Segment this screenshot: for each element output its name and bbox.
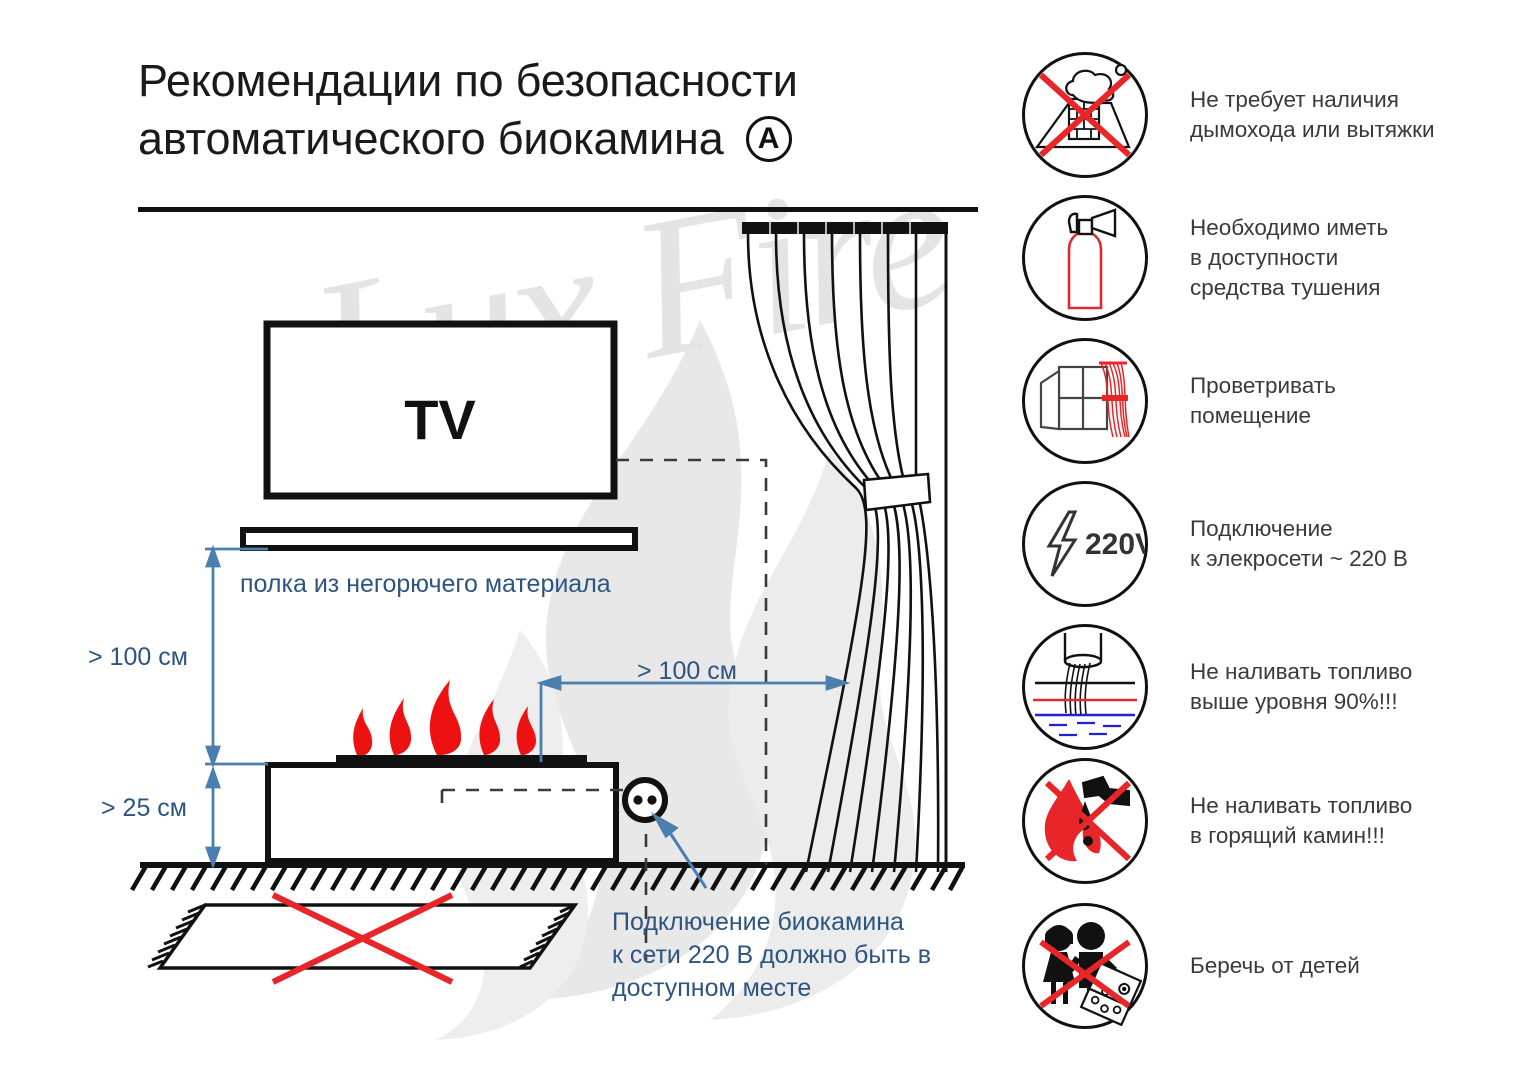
installation-diagram: TV: [130, 222, 965, 985]
safety-item-label: Не требует наличия дымохода или вытяжки: [1190, 87, 1435, 142]
dashed-guides: [440, 458, 768, 960]
safety-item-label: Беречь от детей: [1190, 953, 1360, 978]
safety-item-children: Беречь от детей: [1022, 903, 1360, 1029]
safety-item-220v: 220V Подключение к элекросети ~ 220 В: [1022, 481, 1408, 607]
safety-item-no-chimney: Не требует наличия дымохода или вытяжки: [1022, 52, 1435, 178]
safety-item-label: Не наливать топливо выше уровня 90%!!!: [1190, 659, 1413, 714]
horizontal-dimension: [536, 675, 851, 762]
safety-item-label: Проветривать помещение: [1190, 373, 1336, 428]
fire-extinguisher-icon: [1022, 195, 1148, 321]
biofireplace-body: [265, 755, 619, 864]
safety-item-label: Не наливать топливо в горящий камин!!!: [1190, 793, 1413, 848]
open-window-ventilate-icon: [1022, 338, 1148, 464]
safety-item-label: Необходимо иметь в доступности средства …: [1190, 215, 1389, 300]
keep-away-from-children-icon: [1022, 903, 1148, 1029]
power-socket-icon: [622, 777, 708, 889]
voltage-badge-text: 220V: [1085, 528, 1145, 561]
carpet-forbidden: [147, 892, 579, 985]
title-line-1: Рекомендации по безопасности: [138, 55, 798, 106]
vertical-dimensions: [205, 544, 268, 870]
non-combustible-shelf: [240, 527, 638, 551]
curtain-illustration: [742, 222, 948, 873]
safety-item-extinguisher: Необходимо иметь в доступности средства …: [1022, 195, 1388, 321]
dimension-label-horizontal: > 100 см: [637, 657, 737, 685]
no-refuel-burning-icon: [1022, 758, 1148, 884]
fuel-level-90-icon: [1022, 624, 1148, 750]
safety-item-ventilate: Проветривать помещение: [1022, 338, 1336, 464]
page-title: Рекомендации по безопасности автоматичес…: [138, 52, 978, 168]
no-chimney-icon: [1022, 52, 1148, 178]
socket-access-note: Подключение биокамина к сети 220 В должн…: [612, 908, 931, 1002]
dimension-label-vertical-bottom: > 25 см: [101, 794, 187, 822]
fire-class-a-badge: A: [745, 116, 792, 162]
title-line-2: автоматического биокамина: [138, 113, 724, 164]
tv-screen-label: TV: [404, 388, 476, 451]
dimension-label-vertical-top: > 100 см: [88, 643, 188, 671]
electricity-220v-icon: 220V: [1022, 481, 1148, 607]
safety-item-no-refuel-burning: Не наливать топливо в горящий камин!!!: [1022, 758, 1412, 884]
safety-item-label: Подключение к элекросети ~ 220 В: [1190, 516, 1408, 571]
title-divider: [138, 207, 978, 212]
forbidden-cross: [271, 892, 454, 985]
floor-line: [130, 862, 965, 892]
shelf-label: полка из негорючего материала: [240, 570, 611, 598]
flame-illustration: [353, 680, 536, 755]
tv-unit: TV: [263, 320, 618, 500]
safety-item-fuel-level: Не наливать топливо выше уровня 90%!!!: [1022, 624, 1412, 750]
